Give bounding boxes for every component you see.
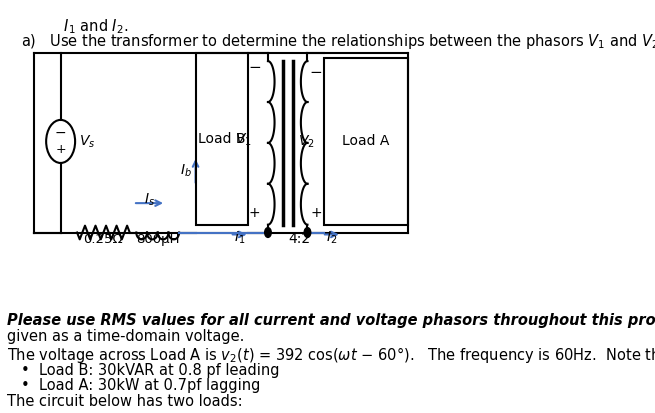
Text: $I_1$: $I_1$ xyxy=(234,230,246,246)
Text: Please use RMS values for all current and voltage phasors throughout this proble: Please use RMS values for all current an… xyxy=(7,313,655,328)
Text: 4:2: 4:2 xyxy=(288,232,310,246)
Text: a)   Use the transformer to determine the relationships between the phasors $V_1: a) Use the transformer to determine the … xyxy=(21,32,655,51)
Text: The circuit below has two loads:: The circuit below has two loads: xyxy=(7,394,242,409)
Text: $I_s$: $I_s$ xyxy=(144,191,155,208)
Text: −: − xyxy=(55,126,66,140)
Circle shape xyxy=(265,228,271,237)
Text: +: + xyxy=(310,206,322,220)
Text: 800μH: 800μH xyxy=(136,233,179,246)
Text: $V_1$: $V_1$ xyxy=(234,131,252,148)
Text: $I_2$: $I_2$ xyxy=(326,230,337,246)
Text: +: + xyxy=(249,206,261,220)
Text: •  Load B: 30kVAR at 0.8 pf leading: • Load B: 30kVAR at 0.8 pf leading xyxy=(21,363,280,378)
Text: +: + xyxy=(55,143,66,156)
Bar xyxy=(324,58,408,225)
Text: Load A: Load A xyxy=(343,135,390,148)
Text: 0.25Ω: 0.25Ω xyxy=(84,233,123,246)
Text: −: − xyxy=(248,60,261,76)
Text: $I_b$: $I_b$ xyxy=(179,163,192,179)
Text: $V_2$: $V_2$ xyxy=(298,133,314,150)
Text: given as a time-domain voltage.: given as a time-domain voltage. xyxy=(7,330,244,344)
Bar xyxy=(196,53,248,225)
Text: The voltage across Load A is $v_2(t)$ = 392 cos($\omega t$ − 60°).   The frequen: The voltage across Load A is $v_2(t)$ = … xyxy=(7,345,655,365)
Text: −: − xyxy=(310,65,322,81)
Text: Load B: Load B xyxy=(198,133,246,147)
Circle shape xyxy=(304,228,310,237)
Text: •  Load A: 30kW at 0.7pf lagging: • Load A: 30kW at 0.7pf lagging xyxy=(21,378,261,394)
Text: $I_1$ and $I_2$.: $I_1$ and $I_2$. xyxy=(35,17,128,36)
Text: $V_s$: $V_s$ xyxy=(79,133,96,150)
